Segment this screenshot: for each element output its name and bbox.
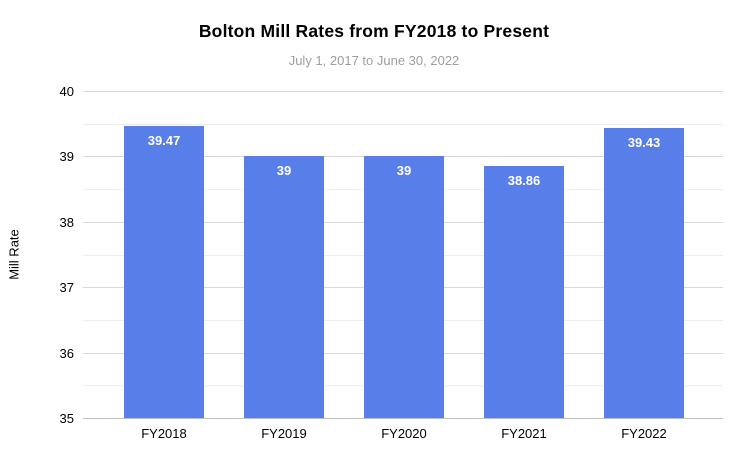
chart-subtitle: July 1, 2017 to June 30, 2022 <box>288 53 460 68</box>
bar-FY2022[interactable] <box>604 128 684 418</box>
bar-FY2020[interactable] <box>364 156 444 418</box>
bar-value-label: 38.86 <box>507 172 541 188</box>
bar-value-label: 39 <box>276 163 292 179</box>
y-axis-tick-label: 36 <box>59 345 74 361</box>
major-gridline <box>83 91 723 92</box>
plot-area: 35 36 37 38 39 40 39.47 FY2018 39 FY2019 39 FY2020 3… <box>60 84 723 441</box>
y-axis-tick-label: 37 <box>59 280 74 296</box>
x-axis-tick-label: FY2018 <box>141 426 187 441</box>
chart-title: Bolton Mill Rates from FY2018 to Present <box>198 21 550 41</box>
x-axis-tick-label: FY2019 <box>261 426 307 441</box>
bar-value-label: 39 <box>396 163 412 179</box>
bar-FY2019[interactable] <box>244 156 324 418</box>
x-axis-tick-label: FY2022 <box>621 426 667 441</box>
bar-value-label: 39.43 <box>627 135 661 151</box>
y-axis-title: Mill Rate <box>6 229 22 280</box>
y-axis-tick-label: 39 <box>59 149 74 165</box>
x-axis-tick-label: FY2021 <box>501 426 547 441</box>
bar-value-label: 39.47 <box>147 132 181 148</box>
y-axis-tick-label: 40 <box>59 84 74 99</box>
y-axis-tick-label: 35 <box>59 411 74 426</box>
bar-FY2018[interactable] <box>124 125 204 418</box>
minor-gridline <box>83 123 723 125</box>
bar-FY2021[interactable] <box>484 165 564 418</box>
x-axis-tick-label: FY2020 <box>381 426 427 441</box>
y-axis-tick-label: 38 <box>59 214 74 230</box>
x-axis-line <box>83 418 723 419</box>
